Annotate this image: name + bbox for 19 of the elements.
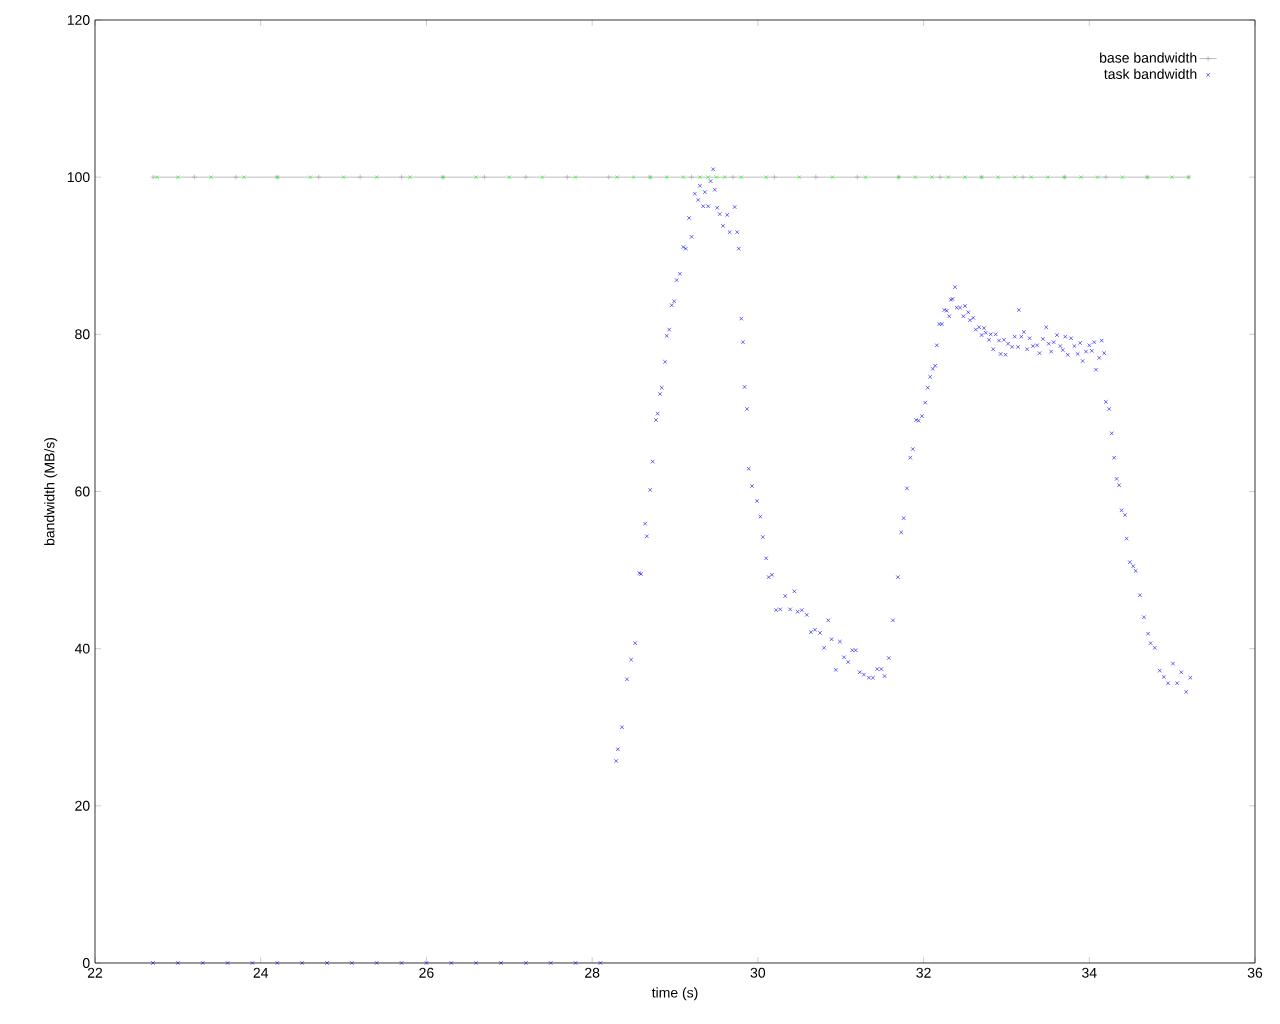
y-tick-label: 20 (75, 800, 90, 811)
y-tick-label: 120 (67, 15, 90, 25)
x-tick-label: 22 (87, 967, 103, 978)
x-tick-label: 32 (916, 967, 931, 978)
y-tick-label: 40 (74, 643, 90, 654)
x-tick-label: 30 (750, 967, 766, 978)
x-tick-label: 26 (419, 967, 434, 978)
x-tick-label: 34 (1082, 967, 1097, 978)
legend-label: base bandwidth (1100, 52, 1197, 63)
x-tick-label: 36 (1247, 967, 1263, 978)
y-tick-label: 80 (75, 329, 90, 340)
y-tick-label: 60 (75, 486, 90, 497)
x-axis-title: time (s) (651, 987, 698, 1001)
x-tick-label: 28 (585, 967, 600, 978)
y-tick-label: 0 (82, 958, 90, 968)
y-tick-label: 100 (67, 172, 90, 183)
y-axis-title: bandwidth (MB/s) (44, 437, 58, 546)
legend-label: task bandwidth (1104, 68, 1197, 79)
x-tick-label: 24 (253, 967, 269, 978)
